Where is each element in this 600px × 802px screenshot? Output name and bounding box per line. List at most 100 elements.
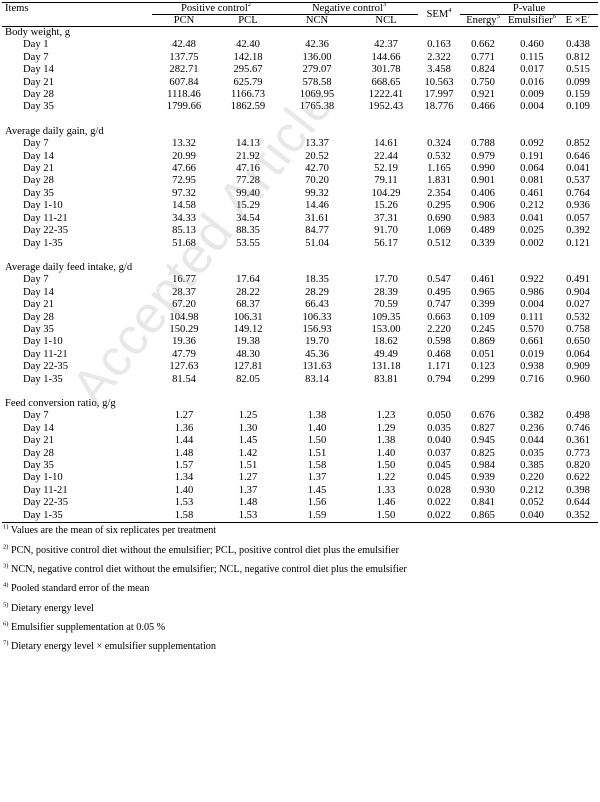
table-row: Day 7 1.27 1.25 1.38 1.23 0.050 0.676 0.382 0.49…	[2, 410, 598, 422]
interaction-pvalue: 0.491	[566, 274, 590, 286]
ncl-value: 1952.43	[368, 101, 404, 113]
emulsifier-header: Emulsifier6	[508, 14, 556, 27]
interaction-pvalue: 0.121	[566, 237, 590, 249]
pcl-value: 48.30	[236, 348, 260, 360]
pcn-value: 607.84	[169, 76, 199, 88]
emulsifier-pvalue: 0.025	[520, 225, 544, 237]
table-row: Day 14 20.99 21.92 20.52 22.44 0.532 0.979 0.19…	[2, 151, 598, 163]
table-row: Day 21 1.44 1.45 1.50 1.38 0.040 0.945 0.044 0.3…	[2, 435, 598, 447]
ncl-value: 28.39	[374, 286, 398, 298]
section-title-row: Feed conversion ratio, g/g	[2, 398, 598, 410]
footnote-marker: 3)	[3, 562, 9, 570]
energy-pvalue: 0.399	[471, 299, 495, 311]
ncl-header: NCL	[375, 15, 397, 26]
section-title: Feed conversion ratio, g/g	[5, 397, 116, 409]
pcn-value: 1.27	[174, 410, 194, 422]
pcn-value: 1.34	[174, 472, 194, 484]
footnote-marker: 5)	[3, 601, 9, 609]
sem-value: 0.324	[427, 138, 451, 150]
table-row: Day 22-35 1.53 1.48 1.56 1.46 0.022 0.841 0.052…	[2, 497, 598, 509]
section-spacer	[2, 114, 598, 126]
header-row-1: Items Positive control2 Negative control…	[2, 2, 599, 20]
emulsifier-pvalue: 0.986	[520, 286, 544, 298]
interaction-pvalue: 0.746	[566, 422, 590, 434]
energy-pvalue: 0.109	[471, 311, 495, 323]
interaction-pvalue: 0.646	[566, 150, 590, 162]
sem-value: 0.022	[427, 509, 451, 521]
table-row: Day 11-21 47.79 48.30 45.36 49.49 0.468 0.051 0…	[2, 349, 598, 361]
table-row: Day 11-21 1.40 1.37 1.45 1.33 0.028 0.930 0.212…	[2, 485, 598, 497]
sem-value: 2.220	[427, 323, 451, 335]
ncl-value: 52.19	[374, 163, 398, 175]
interaction-pvalue: 0.758	[566, 323, 590, 335]
energy-pvalue: 0.339	[471, 237, 495, 249]
pcn-value: 1118.46	[167, 89, 201, 101]
ncn-value: 42.70	[305, 163, 329, 175]
table-row: Day 1-35 81.54 82.05 83.14 83.81 0.794 0.299 0.…	[2, 374, 598, 386]
row-label: Day 11-21	[23, 348, 68, 360]
footnote: 1) Values are the mean of six replicates…	[3, 524, 216, 536]
emulsifier-pvalue: 0.040	[520, 509, 544, 521]
sem-value: 0.512	[427, 237, 451, 249]
row-label: Day 28	[23, 89, 54, 101]
section-spacer	[2, 250, 598, 262]
section-title: Average daily gain, g/d	[5, 125, 104, 137]
sem-value: 0.045	[427, 460, 451, 471]
energy-pvalue: 0.841	[471, 497, 495, 509]
pcn-value: 104.98	[169, 311, 199, 323]
section-title-row: Average daily feed intake, g/d	[2, 262, 598, 274]
emulsifier-pvalue: 0.019	[520, 348, 544, 360]
positive-control-header: Positive control2	[152, 2, 281, 15]
row-label: Day 21	[23, 299, 54, 311]
energy-header: Energy5	[466, 14, 500, 27]
table-row: Day 1-35 1.58 1.53 1.59 1.50 0.022 0.865 0.040 0…	[2, 509, 599, 523]
pcl-header: PCL	[238, 15, 258, 26]
emulsifier-pvalue: 0.064	[520, 163, 544, 175]
emulsifier-pvalue: 0.004	[520, 101, 544, 113]
ncl-value: 131.18	[371, 361, 401, 373]
emulsifier-pvalue: 0.081	[520, 175, 544, 187]
emulsifier-pvalue: 0.044	[520, 435, 544, 447]
pcn-value: 1.40	[174, 484, 194, 496]
row-label: Day 21	[23, 163, 54, 175]
row-label: Day 22-35	[23, 361, 69, 373]
emulsifier-pvalue: 0.111	[520, 311, 544, 323]
table-row: Day 21 67.20 68.37 66.43 70.59 0.747 0.399 0.00…	[2, 299, 598, 311]
emulsifier-pvalue: 0.212	[520, 484, 544, 496]
emulsifier-pvalue: 0.016	[520, 76, 544, 88]
ncl-value: 1222.41	[368, 89, 404, 101]
row-label: Day 11-21	[23, 212, 68, 224]
pcn-value: 34.33	[172, 212, 196, 224]
pcl-value: 21.92	[236, 150, 260, 162]
ncn-value: 106.33	[302, 311, 332, 323]
emulsifier-pvalue: 0.570	[520, 323, 544, 335]
interaction-pvalue: 0.904	[566, 286, 590, 298]
interaction-pvalue: 0.398	[566, 484, 590, 496]
footnote: 5) Dietary energy level	[3, 601, 94, 614]
interaction-pvalue: 0.438	[566, 39, 590, 51]
energy-pvalue: 0.869	[471, 336, 495, 348]
pcn-value: 72.95	[172, 175, 196, 187]
ncn-value: 42.36	[305, 39, 329, 51]
pcl-value: 42.40	[236, 39, 260, 51]
energy-pvalue: 0.827	[471, 422, 495, 434]
energy-pvalue: 0.824	[471, 64, 495, 76]
interaction-pvalue: 0.650	[566, 336, 590, 348]
emulsifier-pvalue: 0.461	[520, 187, 544, 199]
row-label: Day 7	[23, 410, 49, 422]
sem-value: 0.532	[427, 150, 451, 162]
energy-pvalue: 0.466	[471, 101, 495, 113]
energy-pvalue: 0.662	[471, 39, 495, 51]
footnote-text: Dietary energy level × emulsifier supple…	[8, 641, 216, 653]
table-row: Day 28 1118.46 1166.73 1069.95 1222.41 17.997…	[2, 89, 598, 101]
table-row: Day 7 13.32 14.13 13.37 14.61 0.324 0.788 0.092…	[2, 138, 598, 150]
interaction-pvalue: 0.960	[566, 373, 590, 385]
pcl-value: 106.31	[233, 311, 263, 323]
sem-value: 0.468	[427, 348, 451, 360]
emulsifier-pvalue: 0.716	[520, 373, 544, 385]
interaction-pvalue: 0.764	[566, 187, 590, 199]
pcl-value: 68.37	[236, 299, 260, 311]
emulsifier-pvalue: 0.052	[520, 497, 544, 509]
ncn-value: 131.63	[302, 361, 332, 373]
energy-pvalue: 0.865	[471, 509, 495, 521]
